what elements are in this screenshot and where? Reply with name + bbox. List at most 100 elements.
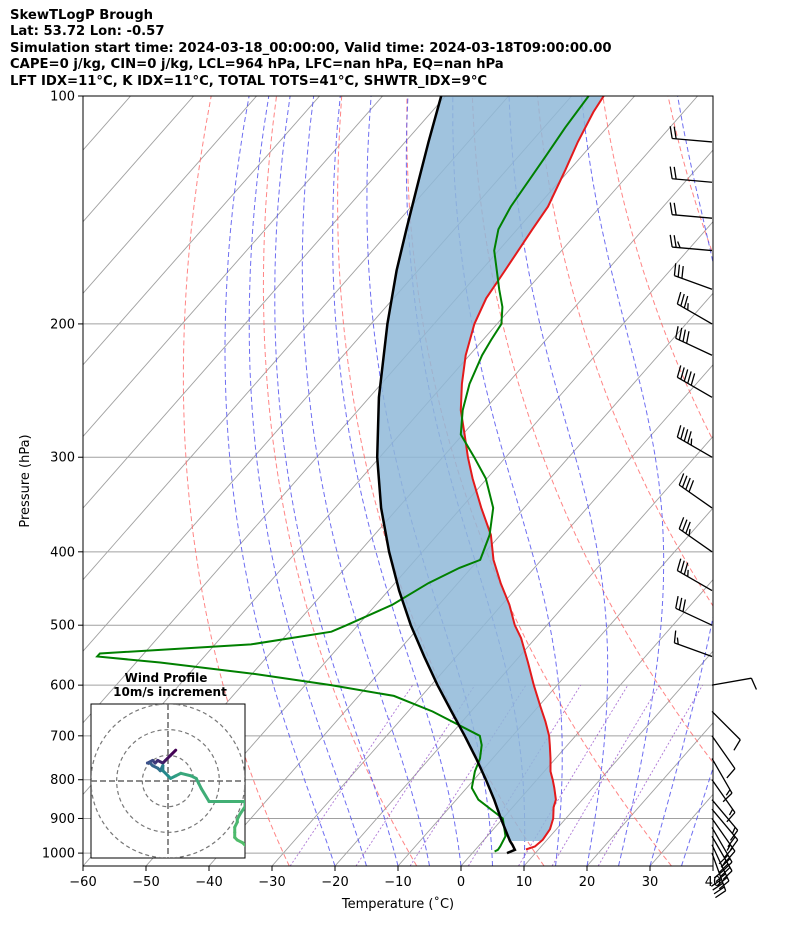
mixing-ratio-line [467,684,582,866]
dry-adiabat [733,96,794,866]
chart-title: SkewTLogP Brough [10,8,154,23]
profile-lines [95,96,605,855]
y-tick-label: 400 [50,545,75,560]
wind-barb [676,558,713,592]
hodograph-segment [179,771,193,778]
hodograph-segment [238,805,245,816]
moist-adiabat [248,96,367,866]
parcel-line [375,96,517,855]
y-tick-label: 700 [50,729,75,744]
x-tick-label: 10 [516,875,533,890]
y-axis-label: Pressure (hPa) [18,434,33,527]
wind-barb [673,263,713,290]
y-tick-label: 500 [50,619,75,634]
x-axis-label: Temperature (˚C) [341,896,454,912]
y-tick-label: 100 [50,90,75,105]
isotherm-line [83,96,320,366]
moist-adiabat [224,96,336,866]
mixing-ratio-line [289,684,414,866]
wind-barb [676,291,713,325]
dewpoint-line [95,96,590,853]
mixing-ratio-line [597,684,703,866]
x-tick-label: 0 [457,875,465,890]
wind-barb [711,711,741,751]
mixing-ratio-line [551,684,660,866]
time-line: Simulation start time: 2024-03-18_00:00:… [10,40,612,56]
x-tick-label: −40 [195,875,222,890]
wind-barb [675,326,713,356]
wind-barb [676,425,713,458]
y-tick-label: 600 [50,679,75,694]
y-tick-label: 300 [50,451,75,466]
x-tick-label: −30 [258,875,285,890]
dry-adiabat [471,96,713,764]
moist-adiabat [712,864,713,866]
hodograph-segment [240,841,245,847]
wind-barb [678,473,713,509]
isotherm-line [83,96,509,581]
x-tick-label: −10 [384,875,411,890]
dry-adiabat [262,96,418,866]
wind-barb [710,852,727,899]
moist-adiabat [332,96,462,866]
isotherm-line [208,292,713,866]
y-tick-label: 800 [50,773,75,788]
wind-barb [711,735,736,779]
cape-area [377,96,604,841]
x-tick-label: 30 [642,875,659,890]
wind-barb [711,677,758,690]
x-tick-label: −60 [69,875,96,890]
wind-barb [711,799,739,841]
isotherm-line [334,435,713,866]
x-tick-label: −50 [132,875,159,890]
dry-adiabat [182,96,290,866]
moist-adiabat [508,96,609,866]
wind-barb [673,630,713,658]
wind-barb [669,166,713,183]
y-tick-label: 200 [50,317,75,332]
x-tick-label: 40 [705,875,722,890]
y-tick-label: 900 [50,812,75,827]
cape-shading [377,96,604,841]
wind-barb [711,779,736,823]
isotherm-line [460,578,713,866]
isotherm-line [271,364,713,866]
wind-barb [678,517,713,553]
dry-adiabat [537,96,713,607]
dry-adiabat [602,96,713,442]
x-tick-label: 20 [579,875,596,890]
wind-barb [675,596,713,626]
wind-barb [711,827,733,872]
moist-adiabat [681,766,713,866]
hodograph-segment [199,787,211,804]
hodograph-subtitle: 10m/s increment [113,685,227,699]
moist-adiabat [649,96,713,866]
indices-line: LFT IDX=11°C, K IDX=11°C, TOTAL TOTS=41°… [10,73,488,89]
wind-barb [711,808,739,851]
wind-barb [669,202,713,219]
mixing-ratio-line [355,684,476,866]
wind-barb [676,365,713,398]
isotherm-line [145,221,713,866]
chart-header: SkewTLogP Brough Lat: 53.72 Lon: -0.57 S… [10,8,612,90]
wind-barb [711,758,733,803]
axis-ticks: −60 −50 −40 −30 −20 −10 0 10 20 30 40 100 200 300 400 5… [42,90,721,891]
isotherm-line [523,650,713,866]
location-line: Lat: 53.72 Lon: -0.57 [10,24,165,40]
cape-line: CAPE=0 j/kg, CIN=0 j/kg, LCL=964 hPa, LF… [10,57,504,73]
x-tick-label: −20 [321,875,348,890]
dry-adiabat [667,96,713,256]
wind-barb [669,126,713,143]
wind-barbs [669,126,758,899]
moist-adiabat [274,96,399,866]
isotherm-line [83,96,383,438]
isotherm-line [712,865,713,866]
isotherm-line [586,722,713,866]
moist-adiabat [301,96,430,866]
moist-adiabat [581,96,665,866]
wind-barb [669,234,713,252]
dry-adiabat [406,96,672,866]
hodograph-title: Wind Profile [125,671,208,685]
